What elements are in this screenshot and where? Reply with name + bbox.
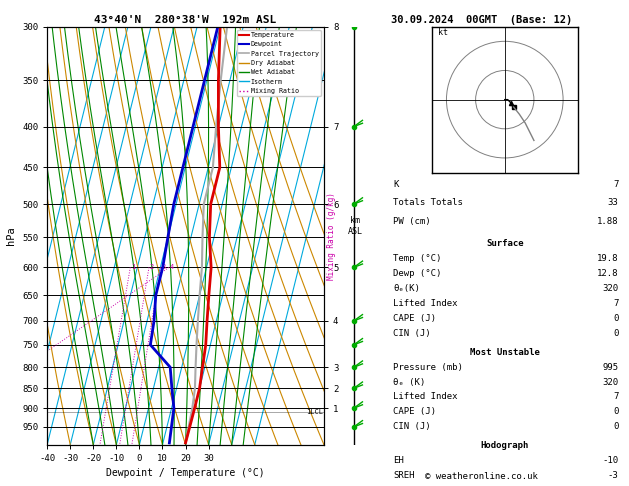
- Y-axis label: hPa: hPa: [6, 226, 16, 245]
- Text: θₑ (K): θₑ (K): [393, 378, 426, 387]
- Text: 320: 320: [603, 378, 618, 387]
- Text: 12.8: 12.8: [597, 269, 618, 278]
- Text: K: K: [393, 180, 399, 189]
- Text: 1: 1: [131, 264, 135, 270]
- Text: 0: 0: [613, 422, 618, 431]
- Text: Totals Totals: Totals Totals: [393, 198, 463, 208]
- Text: 7: 7: [613, 393, 618, 401]
- Text: 320: 320: [603, 284, 618, 293]
- Text: Surface: Surface: [486, 239, 523, 248]
- Text: 30.09.2024  00GMT  (Base: 12): 30.09.2024 00GMT (Base: 12): [391, 15, 572, 25]
- Text: Lifted Index: Lifted Index: [393, 299, 458, 308]
- Text: SREH: SREH: [393, 471, 415, 480]
- Text: -3: -3: [608, 471, 618, 480]
- Text: 7: 7: [613, 180, 618, 189]
- Text: 0: 0: [613, 407, 618, 416]
- Text: © weatheronline.co.uk: © weatheronline.co.uk: [425, 472, 538, 481]
- Text: CAPE (J): CAPE (J): [393, 314, 437, 323]
- Text: Most Unstable: Most Unstable: [470, 348, 540, 358]
- Text: CIN (J): CIN (J): [393, 329, 431, 338]
- Text: 0: 0: [613, 329, 618, 338]
- Text: EH: EH: [393, 456, 404, 465]
- Text: Mixing Ratio (g/kg): Mixing Ratio (g/kg): [327, 192, 336, 279]
- Text: Pressure (mb): Pressure (mb): [393, 363, 463, 372]
- Text: Lifted Index: Lifted Index: [393, 393, 458, 401]
- Text: 3: 3: [161, 264, 165, 270]
- Text: -10: -10: [603, 456, 618, 465]
- Text: θₑ(K): θₑ(K): [393, 284, 420, 293]
- Text: Temp (°C): Temp (°C): [393, 254, 442, 263]
- Text: 19.8: 19.8: [597, 254, 618, 263]
- Text: 995: 995: [603, 363, 618, 372]
- Text: 7: 7: [613, 299, 618, 308]
- Title: 43°40'N  280°38'W  192m ASL: 43°40'N 280°38'W 192m ASL: [94, 15, 277, 25]
- Text: Dewp (°C): Dewp (°C): [393, 269, 442, 278]
- Y-axis label: km
ASL: km ASL: [347, 216, 362, 236]
- Text: kt: kt: [438, 29, 448, 37]
- Text: 2: 2: [150, 264, 154, 270]
- Text: PW (cm): PW (cm): [393, 217, 431, 226]
- X-axis label: Dewpoint / Temperature (°C): Dewpoint / Temperature (°C): [106, 469, 265, 478]
- Text: Hodograph: Hodograph: [481, 441, 529, 450]
- Text: 4: 4: [170, 264, 174, 270]
- Text: 1.88: 1.88: [597, 217, 618, 226]
- Text: CAPE (J): CAPE (J): [393, 407, 437, 416]
- Legend: Temperature, Dewpoint, Parcel Trajectory, Dry Adiabat, Wet Adiabat, Isotherm, Mi: Temperature, Dewpoint, Parcel Trajectory…: [237, 30, 321, 96]
- Text: 33: 33: [608, 198, 618, 208]
- Text: 0: 0: [613, 314, 618, 323]
- Text: 1LCL: 1LCL: [306, 409, 323, 415]
- Text: CIN (J): CIN (J): [393, 422, 431, 431]
